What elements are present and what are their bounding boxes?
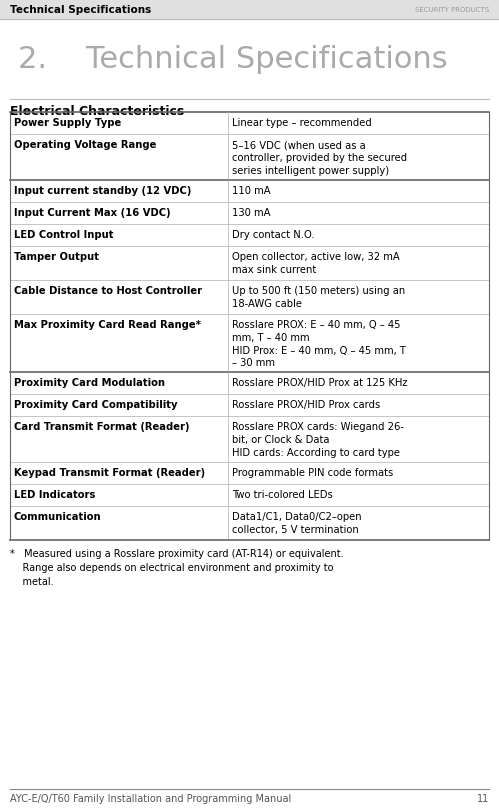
Text: Up to 500 ft (150 meters) using an
18-AWG cable: Up to 500 ft (150 meters) using an 18-AW… <box>232 285 405 308</box>
Text: Card Transmit Format (Reader): Card Transmit Format (Reader) <box>14 422 190 431</box>
Text: Power Supply Type: Power Supply Type <box>14 118 121 128</box>
Text: Rosslare PROX cards: Wiegand 26-
bit, or Clock & Data
HID cards: According to ca: Rosslare PROX cards: Wiegand 26- bit, or… <box>232 422 404 457</box>
Text: SECURITY PRODUCTS: SECURITY PRODUCTS <box>415 7 489 13</box>
Text: *   Measured using a Rosslare proximity card (AT-R14) or equivalent.
    Range a: * Measured using a Rosslare proximity ca… <box>10 548 344 586</box>
Text: Technical Specifications: Technical Specifications <box>10 5 151 15</box>
Text: Operating Voltage Range: Operating Voltage Range <box>14 139 156 150</box>
Text: Rosslare PROX: E – 40 mm, Q – 45
mm, T – 40 mm
HID Prox: E – 40 mm, Q – 45 mm, T: Rosslare PROX: E – 40 mm, Q – 45 mm, T –… <box>232 320 406 368</box>
Text: Proximity Card Compatibility: Proximity Card Compatibility <box>14 400 178 410</box>
Bar <box>0 0 499 20</box>
Text: Electrical Characteristics: Electrical Characteristics <box>10 105 184 118</box>
Text: Communication: Communication <box>14 512 102 521</box>
Text: LED Control Input: LED Control Input <box>14 230 113 240</box>
Text: AYC-E/Q/T60 Family Installation and Programming Manual: AYC-E/Q/T60 Family Installation and Prog… <box>10 793 291 803</box>
Text: Input current standby (12 VDC): Input current standby (12 VDC) <box>14 186 192 195</box>
Text: Open collector, active low, 32 mA
max sink current: Open collector, active low, 32 mA max si… <box>232 251 400 274</box>
Text: 5–16 VDC (when used as a
controller, provided by the secured
series intelligent : 5–16 VDC (when used as a controller, pro… <box>232 139 407 175</box>
Text: Keypad Transmit Format (Reader): Keypad Transmit Format (Reader) <box>14 467 205 478</box>
Text: Rosslare PROX/HID Prox cards: Rosslare PROX/HID Prox cards <box>232 400 380 410</box>
Text: Dry contact N.O.: Dry contact N.O. <box>232 230 314 240</box>
Text: LED Indicators: LED Indicators <box>14 489 95 500</box>
Text: 130 mA: 130 mA <box>232 208 270 217</box>
Text: Proximity Card Modulation: Proximity Card Modulation <box>14 378 165 388</box>
Text: 110 mA: 110 mA <box>232 186 270 195</box>
Text: Cable Distance to Host Controller: Cable Distance to Host Controller <box>14 285 202 296</box>
Text: 11: 11 <box>477 793 489 803</box>
Text: 2.    Technical Specifications: 2. Technical Specifications <box>18 45 448 74</box>
Text: Max Proximity Card Read Range*: Max Proximity Card Read Range* <box>14 320 201 329</box>
Text: Programmable PIN code formats: Programmable PIN code formats <box>232 467 393 478</box>
Text: Two tri-colored LEDs: Two tri-colored LEDs <box>232 489 333 500</box>
Text: Linear type – recommended: Linear type – recommended <box>232 118 372 128</box>
Text: Data1/C1, Data0/C2–open
collector, 5 V termination: Data1/C1, Data0/C2–open collector, 5 V t… <box>232 512 362 534</box>
Text: Input Current Max (16 VDC): Input Current Max (16 VDC) <box>14 208 171 217</box>
Text: Rosslare PROX/HID Prox at 125 KHz: Rosslare PROX/HID Prox at 125 KHz <box>232 378 408 388</box>
Text: Tamper Output: Tamper Output <box>14 251 99 262</box>
